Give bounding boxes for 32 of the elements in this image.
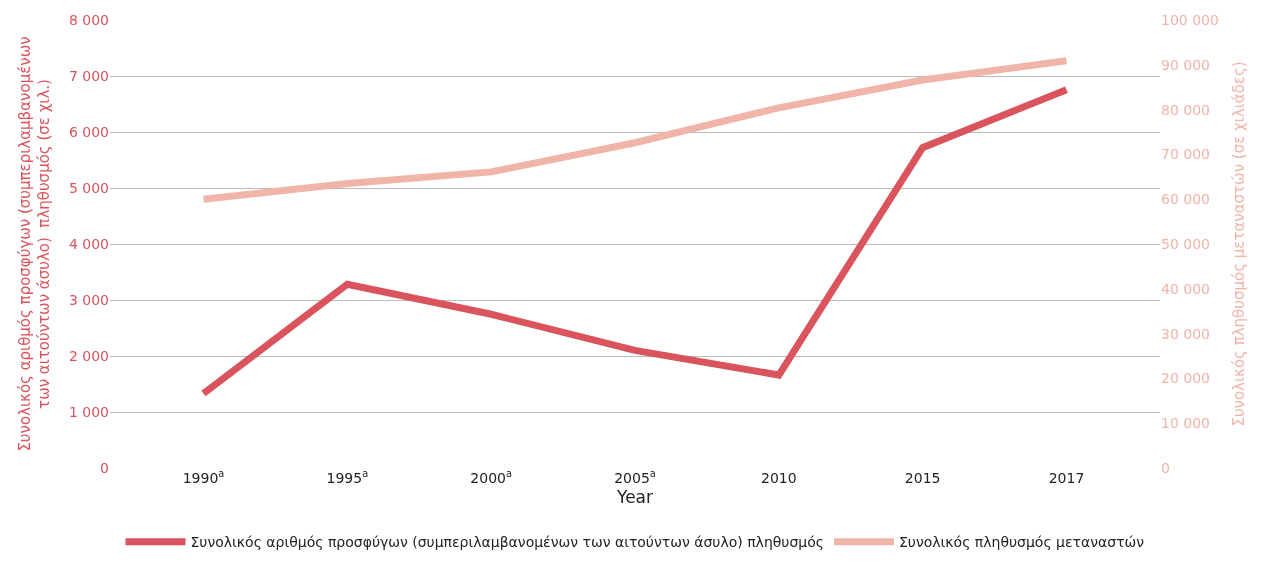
x-tick-label: 2015 [904, 470, 941, 486]
y2-tick-label: 80 000 [1161, 101, 1210, 118]
y2-tick-label: 40 000 [1161, 280, 1210, 297]
y2-tick-label: 30 000 [1161, 325, 1210, 342]
y2-tick-label: 10 000 [1161, 415, 1210, 432]
y2-tick-label: 100 000 [1161, 11, 1219, 28]
y2-tick-label: 70 000 [1161, 146, 1210, 163]
y-axis-title: Συνολικός αριθμός προσφύγων (συμπεριλαμβανομένων των αιτούντων άσυλο) πληθυσμός (σε χιλ.) [15, 36, 54, 452]
y-tick-label: 2 000 [68, 347, 109, 364]
x-axis-title: Year [616, 487, 653, 508]
y2-tick-label: 60 000 [1161, 191, 1210, 208]
y2-tick-label: 50 000 [1161, 235, 1210, 252]
y2-axis-title: Συνολικός πληθυσμός μεταναστών (σε χιλιάδες) [1229, 61, 1248, 427]
x-tick-label: 2010 [761, 470, 797, 486]
x-tick-label: 1995$^{a}$ [326, 468, 369, 486]
y2-tick-label: 0 [1161, 459, 1170, 476]
y-tick-label: 4 000 [68, 235, 109, 252]
y2-tick-label: 90 000 [1161, 56, 1210, 73]
y-tick-label: 3 000 [68, 291, 109, 308]
y-tick-label: 8 000 [68, 11, 109, 28]
x-tick-label: 1990$^{a}$ [182, 468, 225, 486]
x-tick-label: 2005$^{a}$ [614, 468, 656, 486]
y2-tick-label: 20 000 [1161, 370, 1210, 387]
x-tick-label: 2017 [1048, 470, 1085, 486]
y-tick-label: 7 000 [68, 67, 109, 84]
y-tick-label: 0 [100, 459, 109, 476]
legend-label: Συνολικός πληθυσμός μεταναστών [899, 534, 1145, 551]
x-tick-label: 2000$^{a}$ [470, 468, 512, 486]
y-tick-label: 1 000 [68, 403, 109, 420]
y-tick-label: 6 000 [68, 123, 109, 140]
legend-label: Συνολικός αριθμός προσφύγων (συμπεριλαμβανομένων των αιτούντων άσυλο) πληθυσμός [190, 534, 824, 551]
y-tick-label: 5 000 [68, 179, 109, 196]
